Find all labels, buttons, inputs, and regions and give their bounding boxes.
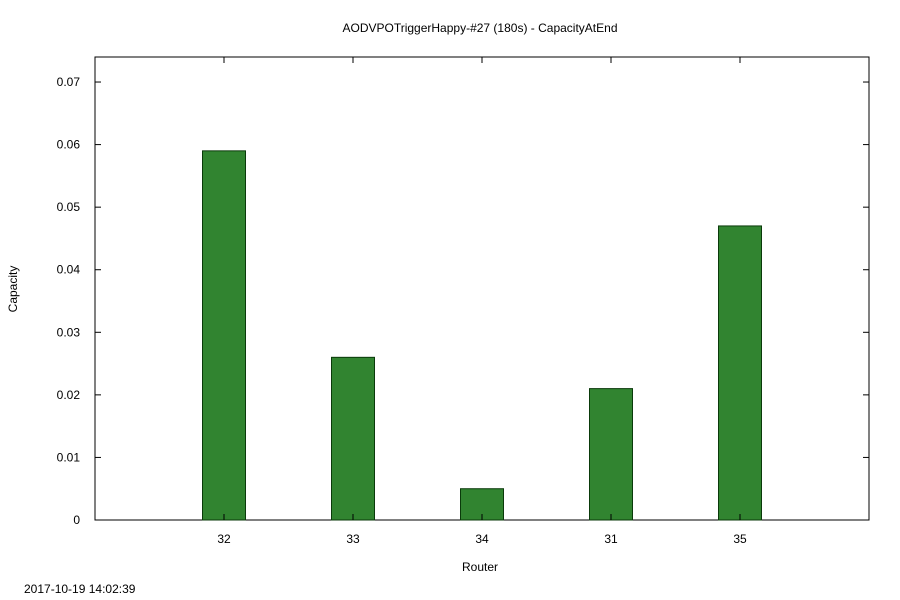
- y-axis-label: Capacity: [6, 266, 20, 313]
- y-axis: 0 0.01 0.02 0.03 0.04 0.05 0.06 0.07: [57, 75, 869, 527]
- x-tick-label: 31: [604, 532, 618, 546]
- chart-title: AODVPOTriggerHappy-#27 (180s) - Capacity…: [342, 21, 617, 35]
- bar-33: [331, 356, 375, 521]
- y-tick-label: 0.04: [57, 263, 81, 277]
- bars-group: [202, 150, 762, 521]
- x-axis-label: Router: [462, 560, 498, 574]
- y-tick-label: 0.05: [57, 200, 81, 214]
- y-tick-label: 0: [73, 513, 80, 527]
- plot-area: 0 0.01 0.02 0.03 0.04 0.05 0.06 0.07 32 33 34 31 35: [57, 56, 870, 546]
- timestamp: 2017-10-19 14:02:39: [24, 582, 136, 596]
- bar-32: [202, 150, 246, 521]
- y-tick-label: 0.06: [57, 138, 81, 152]
- y-tick-label: 0.03: [57, 325, 81, 339]
- y-tick-label: 0.02: [57, 388, 81, 402]
- x-tick-label: 35: [733, 532, 747, 546]
- bar-31: [589, 388, 633, 521]
- x-axis: 32 33 34 31 35: [217, 57, 747, 546]
- x-tick-label: 32: [217, 532, 231, 546]
- x-tick-label: 33: [346, 532, 360, 546]
- y-tick-label: 0.07: [57, 75, 81, 89]
- bar-35: [718, 225, 762, 521]
- y-tick-label: 0.01: [57, 450, 81, 464]
- x-tick-label: 34: [475, 532, 489, 546]
